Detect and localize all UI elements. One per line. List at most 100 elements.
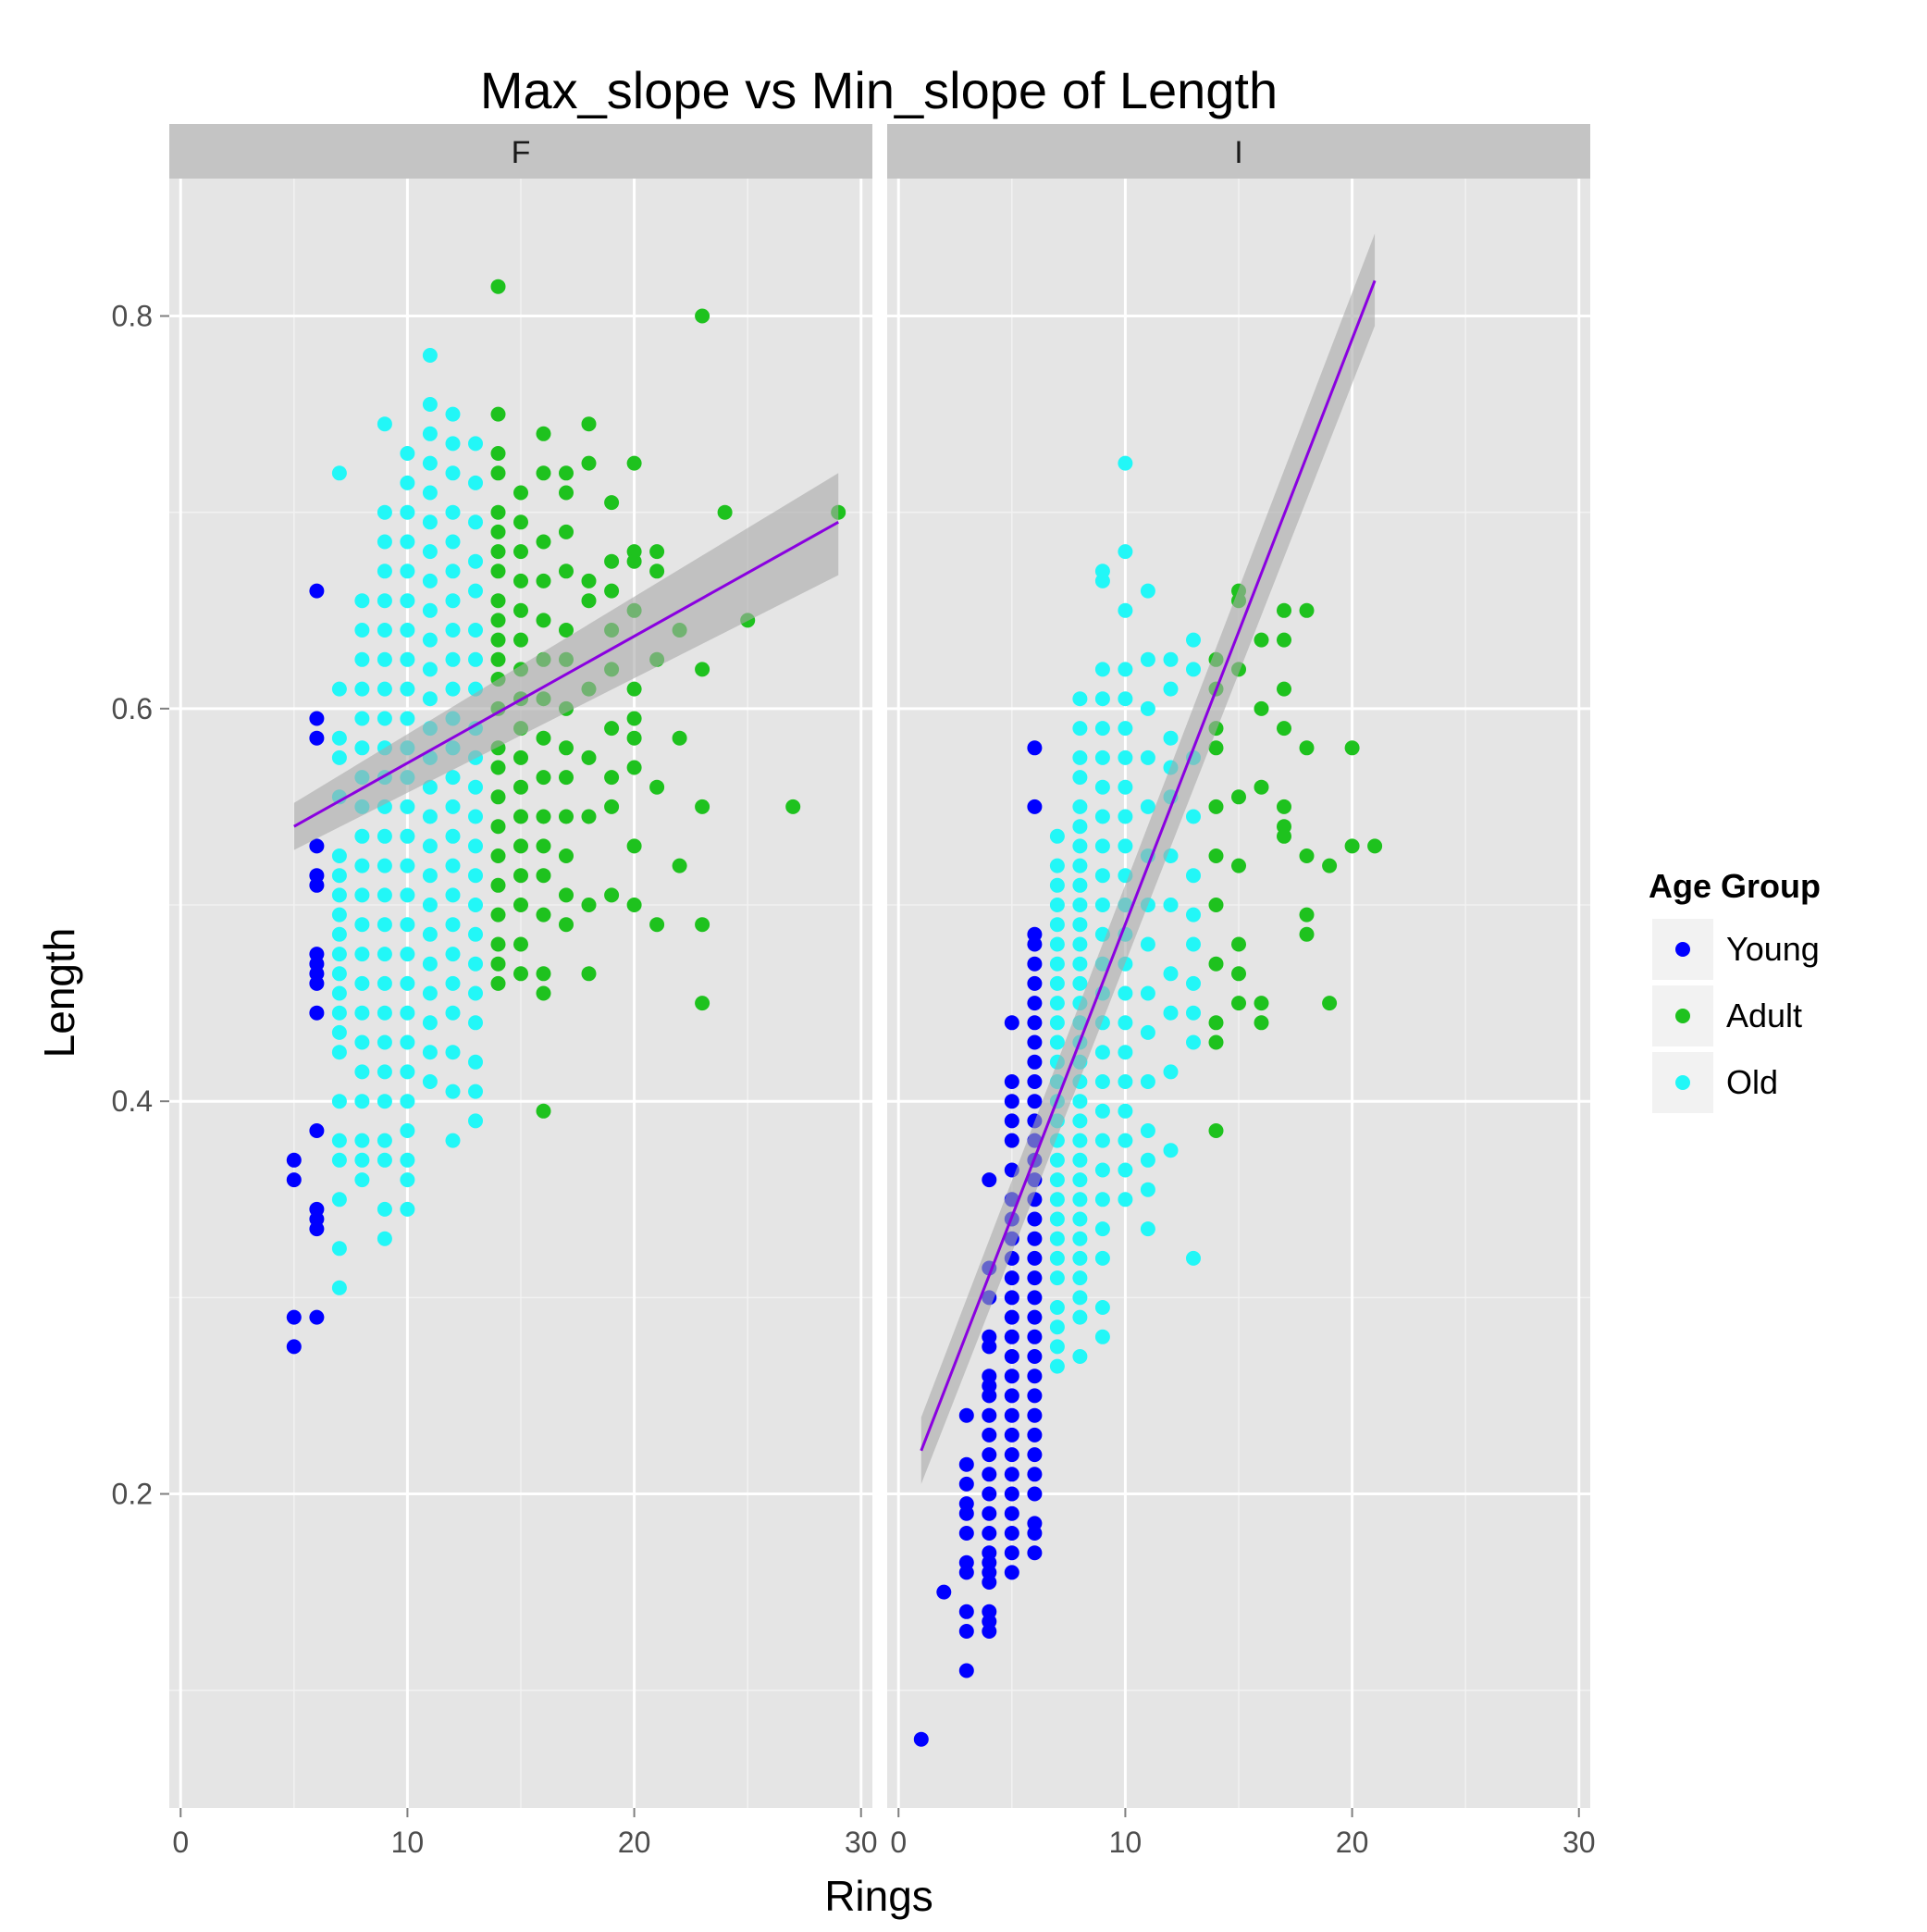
data-point-adult <box>695 662 710 677</box>
data-point-old <box>1140 651 1155 667</box>
data-point-adult <box>1254 700 1269 716</box>
data-point-old <box>1118 779 1133 795</box>
data-point-old <box>445 770 461 786</box>
data-point-old <box>1049 1211 1065 1227</box>
data-point-old <box>354 711 370 726</box>
data-point-old <box>377 1152 392 1168</box>
data-point-old <box>354 1034 370 1050</box>
data-point-old <box>422 348 438 363</box>
x-tick-label: 0 <box>172 1826 189 1859</box>
data-point-old <box>1072 1133 1088 1148</box>
data-point-young <box>1004 1467 1019 1482</box>
data-point-old <box>1094 868 1110 884</box>
data-point-old <box>1049 1015 1065 1031</box>
data-point-old <box>331 465 347 481</box>
data-point-old <box>468 956 483 972</box>
data-point-old <box>377 1133 392 1148</box>
data-point-old <box>354 858 370 873</box>
data-point-old <box>400 651 415 667</box>
data-point-old <box>445 593 461 609</box>
data-point-old <box>422 426 438 441</box>
data-point-adult <box>490 651 506 667</box>
data-point-old <box>400 1172 415 1188</box>
data-point-old <box>1072 1290 1088 1306</box>
data-point-adult <box>1208 1015 1224 1031</box>
data-point-old <box>422 602 438 618</box>
data-point-adult <box>1208 740 1224 756</box>
data-point-old <box>331 985 347 1001</box>
data-point-old <box>354 947 370 962</box>
data-point-old <box>1140 1221 1155 1237</box>
data-point-old <box>1072 917 1088 933</box>
data-point-adult <box>672 730 687 746</box>
data-point-adult <box>490 524 506 539</box>
legend-label: Old <box>1726 1063 1778 1101</box>
data-point-old <box>1118 544 1133 560</box>
data-point-adult <box>785 799 801 814</box>
data-point-adult <box>1277 828 1291 844</box>
data-point-old <box>331 947 347 962</box>
data-point-old <box>1049 1319 1065 1335</box>
data-point-adult <box>1322 858 1338 873</box>
data-point-old <box>354 681 370 697</box>
data-point-old <box>422 1015 438 1031</box>
data-point-old <box>400 1094 415 1109</box>
x-axis-label: Rings <box>824 1872 933 1920</box>
data-point-old <box>1094 809 1110 824</box>
data-point-old <box>1049 1270 1065 1286</box>
data-point-young <box>1004 1349 1019 1364</box>
data-point-old <box>1118 749 1133 765</box>
data-point-old <box>400 623 415 638</box>
data-point-old <box>1186 1005 1201 1021</box>
data-point-old <box>1072 838 1088 854</box>
data-point-young <box>982 1526 997 1541</box>
data-point-old <box>1118 1074 1133 1089</box>
data-point-adult <box>1299 907 1315 923</box>
data-point-old <box>331 1005 347 1021</box>
data-point-old <box>1094 749 1110 765</box>
data-point-adult <box>559 848 574 863</box>
data-point-old <box>1049 975 1065 991</box>
data-point-young <box>958 1526 974 1541</box>
data-point-old <box>1186 1034 1201 1050</box>
data-point-old <box>1072 1211 1088 1227</box>
data-point-old <box>1094 898 1110 912</box>
data-point-adult <box>490 877 506 893</box>
data-point-young <box>982 1505 997 1521</box>
data-point-old <box>1049 1250 1065 1266</box>
data-point-old <box>1186 1250 1201 1266</box>
data-point-old <box>422 838 438 854</box>
y-axis: 0.2 0.4 0.6 0.8 <box>112 300 169 1511</box>
data-point-young <box>1004 1015 1019 1031</box>
data-point-old <box>1163 651 1179 667</box>
data-point-old <box>1094 662 1110 677</box>
data-point-old <box>400 947 415 962</box>
data-point-old <box>354 1133 370 1148</box>
data-point-old <box>331 848 347 863</box>
data-point-old <box>400 446 415 461</box>
data-point-young <box>913 1731 929 1747</box>
data-point-adult <box>559 465 574 481</box>
data-point-old <box>422 397 438 412</box>
data-point-young <box>1027 1545 1043 1561</box>
data-point-old <box>1094 1045 1110 1060</box>
data-point-young <box>982 1368 997 1384</box>
data-point-adult <box>1208 1123 1224 1138</box>
data-point-old <box>1049 956 1065 972</box>
facet-strip-label: I <box>1234 135 1242 170</box>
legend: Age Group Young Adult Old <box>1649 867 1821 1115</box>
data-point-old <box>468 553 483 569</box>
data-point-adult <box>490 956 506 972</box>
data-point-old <box>331 1024 347 1040</box>
data-point-adult <box>1299 740 1315 756</box>
data-point-young <box>982 1407 997 1423</box>
data-point-old <box>468 1084 483 1099</box>
data-point-old <box>354 1094 370 1109</box>
data-point-young <box>982 1545 997 1561</box>
y-tick-label: 0.6 <box>112 692 153 725</box>
data-point-old <box>468 514 483 530</box>
data-point-old <box>1163 966 1179 982</box>
data-point-adult <box>1277 799 1291 814</box>
data-point-old <box>422 662 438 677</box>
data-point-old <box>354 828 370 844</box>
